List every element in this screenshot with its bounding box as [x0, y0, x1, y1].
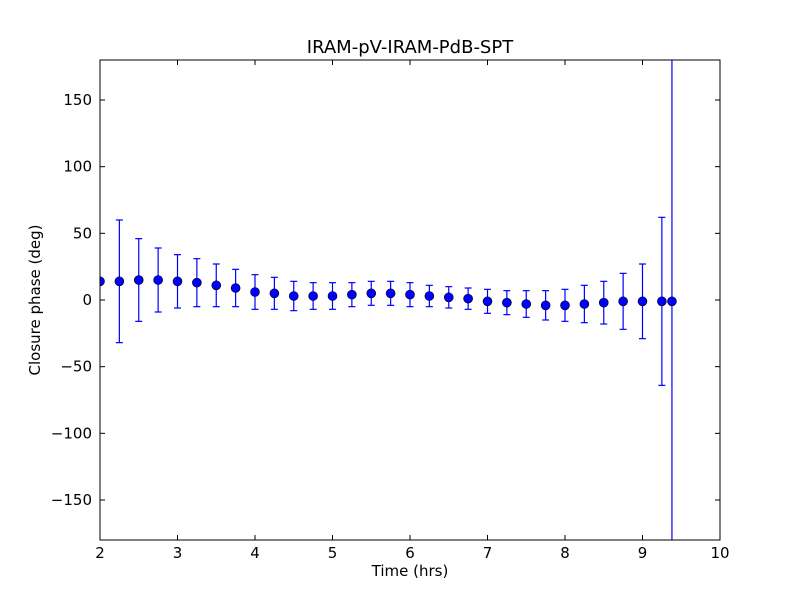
data-point — [579, 299, 590, 309]
data-point — [618, 296, 628, 307]
x-tick-label: 5 — [328, 544, 338, 562]
data-point — [269, 288, 280, 299]
data-point — [308, 291, 318, 301]
x-tick-label: 2 — [95, 544, 105, 562]
y-tick-label: 150 — [63, 91, 92, 109]
data-point — [560, 300, 570, 311]
x-tick-label: 10 — [710, 544, 729, 562]
data-point — [667, 296, 677, 307]
data-point — [172, 276, 183, 287]
data-point — [540, 300, 551, 311]
y-axis-label: Closure phase (deg) — [26, 225, 44, 376]
x-tick-label: 9 — [638, 544, 648, 562]
data-point — [443, 292, 454, 303]
data-point — [405, 289, 415, 300]
x-axis-label: Time (hrs) — [371, 562, 449, 580]
x-tick-label: 8 — [560, 544, 570, 562]
data-point — [153, 275, 163, 285]
y-tick-label: −100 — [51, 424, 92, 442]
data-point — [482, 296, 493, 307]
x-tick-label: 7 — [483, 544, 493, 562]
data-point — [230, 283, 241, 293]
data-point — [385, 288, 396, 299]
data-point — [424, 291, 435, 301]
data-point — [366, 288, 377, 299]
axes-layer: 2 3 4 5 6 7 8 9 10 150 100 50 0 −50 −100 −150 — [51, 59, 730, 562]
data-point — [327, 291, 338, 301]
data-point — [100, 276, 105, 287]
y-tick-label: −50 — [60, 358, 92, 376]
x-tick-label: 3 — [173, 544, 183, 562]
plot-content — [100, 60, 677, 540]
data-point — [211, 280, 222, 291]
data-point — [114, 276, 125, 287]
y-tick-label: 0 — [82, 291, 92, 309]
data-point — [192, 277, 202, 288]
data-point — [521, 299, 532, 309]
data-point — [463, 293, 473, 304]
data-point — [637, 296, 648, 307]
data-point — [502, 297, 512, 308]
x-tick-label: 6 — [405, 544, 415, 562]
data-point — [657, 296, 667, 307]
data-point — [598, 297, 609, 308]
y-tick-label: −150 — [51, 491, 92, 509]
x-tick-label: 4 — [250, 544, 260, 562]
chart-title: IRAM-pV-IRAM-PdB-SPT — [307, 37, 514, 58]
y-tick-label: 50 — [73, 224, 92, 242]
data-point — [288, 291, 299, 301]
data-point — [347, 289, 357, 300]
data-point — [133, 275, 144, 285]
data-point — [250, 287, 260, 297]
y-tick-label: 100 — [63, 158, 92, 176]
